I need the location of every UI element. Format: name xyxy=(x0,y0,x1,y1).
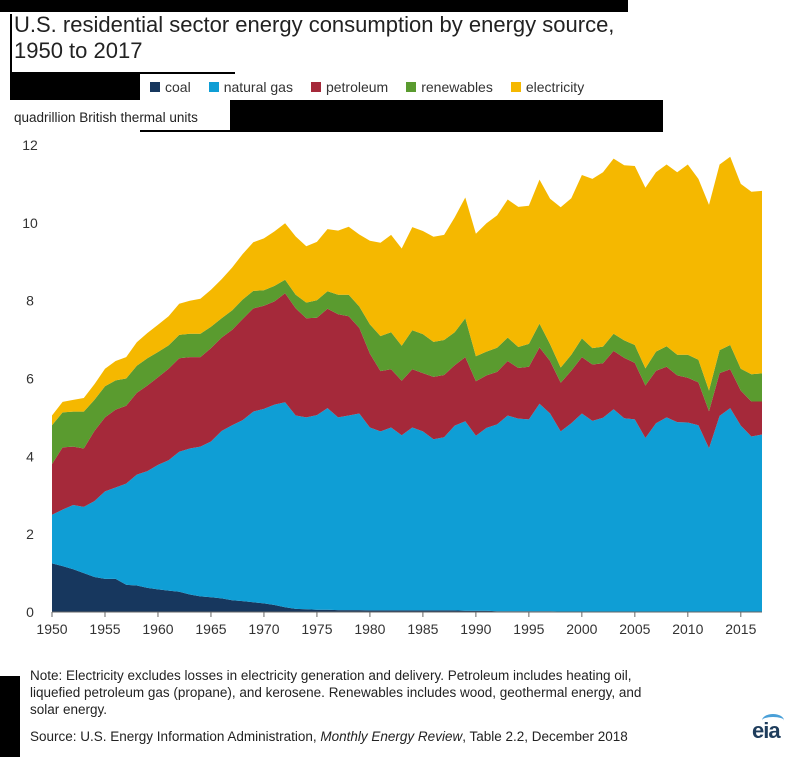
x-tick-label: 1950 xyxy=(36,621,67,637)
x-tick-label: 2005 xyxy=(619,621,650,637)
x-tick-label: 1965 xyxy=(195,621,226,637)
legend-label-electricity: electricity xyxy=(525,79,585,95)
y-tick-label: 0 xyxy=(26,604,34,620)
chart-title-line1: U.S. residential sector energy consumpti… xyxy=(14,12,615,37)
chart-title-line2: 1950 to 2017 xyxy=(14,38,143,63)
eia-logo-arc xyxy=(762,714,784,727)
y-tick-label: 12 xyxy=(22,137,38,153)
y-tick-label: 8 xyxy=(26,293,34,309)
redaction-bar-legend xyxy=(10,72,140,100)
x-tick-label: 2015 xyxy=(725,621,756,637)
x-tick-label: 1970 xyxy=(248,621,279,637)
x-tick-label: 2010 xyxy=(672,621,703,637)
y-tick-label: 6 xyxy=(26,371,34,387)
x-tick-label: 1995 xyxy=(513,621,544,637)
x-tick-label: 1975 xyxy=(301,621,332,637)
legend-label-coal: coal xyxy=(165,79,191,95)
title-rule xyxy=(10,14,12,72)
x-tick-label: 1955 xyxy=(89,621,120,637)
legend-label-petroleum: petroleum xyxy=(325,79,389,95)
x-tick-label: 1980 xyxy=(354,621,385,637)
x-tick-label: 2000 xyxy=(566,621,597,637)
redaction-bar-footer xyxy=(0,676,20,757)
source-title: Monthly Energy Review xyxy=(320,729,463,744)
footer-note-line2: liquefied petroleum gas (propane), and k… xyxy=(30,685,642,700)
legend-swatch-coal xyxy=(150,82,160,92)
x-axis: 1950 1955 1960 1965 1970 1975 1980 1985 1990 1995… xyxy=(36,611,762,637)
legend-swatch-renewables xyxy=(406,82,417,92)
eia-logo: eia xyxy=(752,718,781,743)
legend: coal natural gas petroleum renewables el… xyxy=(150,78,602,96)
y-tick-label: 10 xyxy=(22,215,38,231)
footer-note: Note: Electricity excludes losses in ele… xyxy=(30,667,750,718)
redaction-bar-units xyxy=(230,100,663,132)
legend-label-natural-gas: natural gas xyxy=(223,79,293,95)
x-tick-label: 1990 xyxy=(460,621,491,637)
redaction-bar-top xyxy=(0,0,628,12)
legend-label-renewables: renewables xyxy=(421,79,493,95)
area-coal xyxy=(52,563,762,612)
footer-source: Source: U.S. Energy Information Administ… xyxy=(30,729,628,744)
redaction-bar-legend-rule xyxy=(140,72,235,74)
legend-item-electricity: electricity xyxy=(510,79,585,95)
legend-swatch-electricity xyxy=(510,82,521,92)
y-tick-label: 2 xyxy=(26,526,34,542)
y-axis: 0 2 4 6 8 10 12 xyxy=(22,137,38,620)
x-tick-label: 1985 xyxy=(407,621,438,637)
area-electricity xyxy=(52,156,762,426)
chart-areas xyxy=(52,156,762,612)
area-petroleum xyxy=(52,293,762,515)
y-tick-label: 4 xyxy=(26,448,34,464)
legend-item-petroleum: petroleum xyxy=(310,79,389,95)
footer-note-line3: solar energy. xyxy=(30,702,108,717)
legend-item-coal: coal xyxy=(150,79,191,95)
area-renewables xyxy=(52,279,762,465)
chart-title: U.S. residential sector energy consumpti… xyxy=(14,12,634,64)
area-natural-gas xyxy=(52,402,762,612)
legend-swatch-natural-gas xyxy=(208,82,219,92)
source-suffix: , Table 2.2, December 2018 xyxy=(462,729,628,744)
x-tick-label: 1960 xyxy=(142,621,173,637)
legend-swatch-petroleum xyxy=(310,82,321,92)
source-prefix: Source: U.S. Energy Information Administ… xyxy=(30,729,321,744)
legend-item-natural-gas: natural gas xyxy=(208,79,293,95)
footer-note-line1: Note: Electricity excludes losses in ele… xyxy=(30,668,632,683)
redaction-bar-units-rule xyxy=(140,130,235,132)
y-axis-units: quadrillion British thermal units xyxy=(14,110,198,125)
legend-item-renewables: renewables xyxy=(406,79,493,95)
